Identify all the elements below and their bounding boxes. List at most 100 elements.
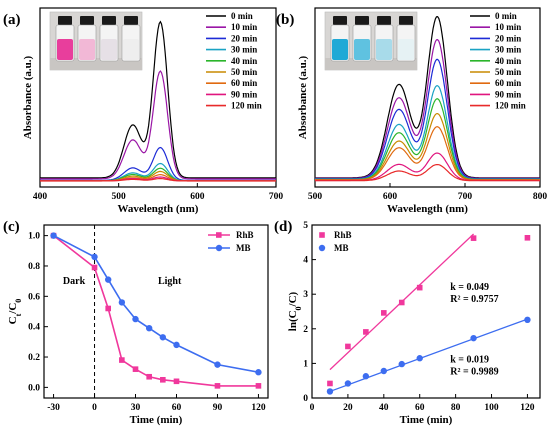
legend-label-b-2: 20 min — [495, 33, 521, 43]
data-point-d-1 — [344, 380, 352, 387]
x-tick-label-b: 500 — [308, 192, 323, 202]
x-tick-label-d: 40 — [379, 403, 389, 413]
y-tick-label-c: 0.8 — [28, 262, 40, 272]
vial-cap-icon — [355, 16, 369, 25]
legend-label-a-2: 20 min — [231, 33, 257, 43]
legend-label-a-0: 0 min — [231, 11, 253, 21]
x-tick-label-d: 0 — [310, 403, 315, 413]
y-tick-label-c: 1.0 — [28, 232, 40, 242]
inset-photo-a — [49, 11, 143, 71]
data-point-c-1 — [104, 276, 112, 283]
data-point-c-0 — [255, 383, 262, 389]
vial-cap-icon — [333, 16, 347, 25]
legend-label-b-6: 60 min — [495, 78, 521, 88]
legend-label-b-5: 50 min — [495, 67, 521, 77]
legend-label-a-6: 60 min — [231, 78, 257, 88]
x-tick-label-b: 800 — [533, 192, 548, 202]
x-axis-label-b: Wavelength (nm) — [387, 203, 468, 215]
legend-marker-c-0 — [216, 232, 222, 238]
x-tick-label-a: 500 — [112, 192, 127, 202]
vial-liquid-icon — [79, 39, 95, 60]
data-point-d-0 — [381, 310, 387, 316]
spectrum-line-a-1 — [40, 70, 276, 180]
legend-marker-c-1 — [215, 244, 223, 252]
fit-k-rhb: k = 0.049 — [450, 282, 489, 293]
x-tick-label-c: 0 — [92, 403, 97, 413]
x-tick-label-c: 30 — [131, 403, 141, 413]
data-point-c-0 — [91, 264, 98, 271]
vial-cap-icon — [377, 16, 391, 25]
annotation-light: Light — [158, 276, 182, 287]
y-axis-label-b: Absorbance (a.u.) — [297, 55, 309, 139]
data-point-d-1 — [362, 373, 370, 380]
y-tick-label-d: 0 — [303, 394, 308, 404]
legend-label-a-5: 50 min — [231, 67, 257, 77]
vial-liquid-icon — [332, 39, 348, 60]
legend-label-c-1: MB — [236, 243, 251, 253]
data-point-d-0 — [327, 380, 333, 387]
vial-cap-icon — [102, 16, 116, 25]
data-point-d-0 — [470, 235, 477, 241]
y-tick-label-c: 0.6 — [28, 292, 40, 302]
series-line-c-0 — [53, 234, 259, 387]
panel-label-d: (d) — [274, 219, 292, 235]
data-point-c-0 — [146, 373, 152, 380]
vial-cap-icon — [80, 16, 94, 25]
legend-label-d-1: MB — [334, 243, 349, 253]
x-tick-label-a: 700 — [269, 192, 284, 202]
data-point-d-1 — [524, 316, 531, 324]
spectrum-line-b-7 — [315, 152, 540, 182]
y-axis-label-d: ln(C0/C) — [287, 291, 303, 331]
x-axis-label-d: Time (min) — [400, 414, 453, 426]
data-point-c-0 — [119, 357, 125, 363]
x-tick-label-c: -30 — [47, 403, 60, 413]
x-axis-label-c: Time (min) — [130, 414, 183, 426]
legend-marker-d-0 — [319, 232, 325, 238]
data-point-c-1 — [118, 299, 126, 306]
data-point-c-1 — [145, 324, 153, 332]
y-tick-label-d: 3 — [303, 290, 308, 300]
y-tick-label-d: 1 — [303, 359, 308, 369]
legend-label-a-8: 120 min — [231, 101, 262, 111]
legend-label-a-4: 40 min — [231, 56, 257, 66]
x-tick-label-d: 120 — [520, 403, 535, 413]
plot-frame-b — [314, 7, 541, 188]
x-tick-label-c: 60 — [172, 403, 182, 413]
panel-label-b: (b) — [276, 12, 294, 28]
x-tick-label-c: 120 — [251, 403, 266, 413]
legend-label-c-0: RhB — [236, 230, 254, 240]
spectrum-line-a-0 — [40, 20, 276, 179]
data-point-d-1 — [326, 388, 334, 395]
data-point-c-1 — [173, 341, 180, 349]
legend-label-b-8: 120 min — [495, 101, 526, 111]
fit-r2-mb: R² = 0.9989 — [450, 366, 498, 377]
data-point-d-0 — [398, 299, 405, 306]
legend-label-b-3: 30 min — [495, 45, 521, 55]
y-tick-label-d: 5 — [303, 221, 308, 231]
vial-liquid-icon — [354, 39, 370, 60]
x-tick-label-b: 600 — [383, 192, 398, 202]
x-tick-label-d: 80 — [451, 403, 461, 413]
data-point-c-0 — [173, 378, 180, 385]
data-point-d-0 — [524, 235, 531, 241]
panel-label-c: (c) — [3, 219, 20, 235]
x-tick-label-c: 90 — [213, 403, 223, 413]
y-axis-label-a: Absorbance (a.u.) — [22, 55, 34, 139]
plot-frame-d — [311, 224, 541, 399]
spectrum-line-a-8 — [40, 178, 276, 182]
legend-label-b-0: 0 min — [495, 11, 517, 21]
spectrum-line-b-8 — [315, 164, 540, 182]
data-point-d-1 — [416, 355, 423, 362]
vial-cap-icon — [399, 16, 413, 25]
data-point-d-1 — [398, 360, 405, 368]
y-tick-label-d: 2 — [303, 325, 308, 335]
y-tick-label-c: 0.0 — [28, 383, 40, 393]
data-point-c-0 — [132, 366, 139, 372]
y-axis-label-c: Ct/C0 — [7, 299, 23, 325]
legend-label-b-1: 10 min — [495, 22, 521, 32]
legend-label-a-1: 10 min — [231, 22, 257, 32]
legend-label-a-7: 90 min — [231, 89, 257, 99]
spectrum-line-b-4 — [315, 98, 540, 180]
data-point-c-0 — [105, 305, 111, 312]
